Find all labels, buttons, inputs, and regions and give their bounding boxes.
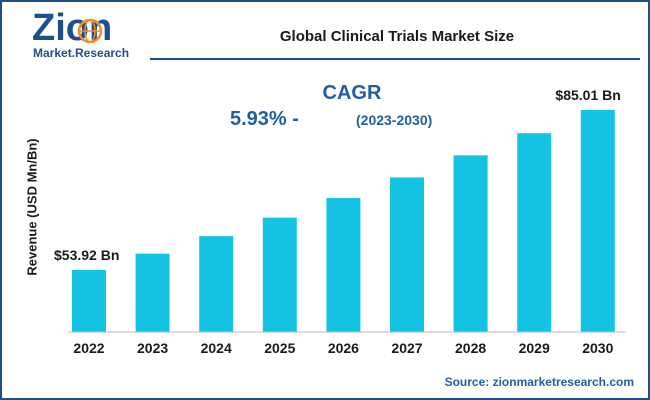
x-tick-label-2026: 2026	[328, 340, 359, 356]
x-tick-label-2025: 2025	[264, 340, 295, 356]
bar-2022	[72, 270, 106, 332]
logo-wordmark: Zion	[32, 7, 113, 49]
bar-2023	[135, 253, 170, 332]
cagr-label: CAGR	[322, 82, 382, 104]
logo-tagline: Market.Research	[33, 46, 130, 60]
x-tick-label-2028: 2028	[455, 340, 486, 356]
x-tick-label-2029: 2029	[519, 340, 550, 356]
data-labels: $53.92 Bn $85.01 Bn	[54, 87, 621, 263]
data-label-2030: $85.01 Bn	[555, 87, 620, 103]
bar-2027	[390, 177, 424, 332]
cagr-period: (2023-2030)	[356, 112, 433, 128]
x-tick-label-2022: 2022	[73, 340, 104, 356]
x-tick-label-2024: 2024	[201, 340, 232, 356]
bar-2030	[580, 110, 615, 332]
x-tick-labels: 2022 2023 2024 2025 2026 2027 2028 2029 2030	[73, 340, 613, 356]
data-label-2022: $53.92 Bn	[54, 247, 119, 263]
bar-2028	[453, 155, 488, 332]
bar-2029	[517, 133, 552, 332]
x-tick-label-2023: 2023	[137, 340, 168, 356]
chart-title: Global Clinical Trials Market Size	[279, 28, 515, 45]
zion-logo: Zion Market.Research	[32, 7, 142, 62]
bar-2025	[262, 217, 297, 332]
cagr-value: 5.93% -	[230, 108, 299, 130]
title-divider	[150, 58, 640, 60]
source-note: Source: zionmarketresearch.com	[444, 375, 634, 389]
x-tick-label-2027: 2027	[391, 340, 422, 356]
x-tick-label-2030: 2030	[582, 340, 613, 356]
globe-icon	[77, 18, 103, 44]
bars-group	[72, 110, 615, 332]
bar-2026	[326, 198, 361, 332]
bar-2024	[199, 236, 234, 332]
